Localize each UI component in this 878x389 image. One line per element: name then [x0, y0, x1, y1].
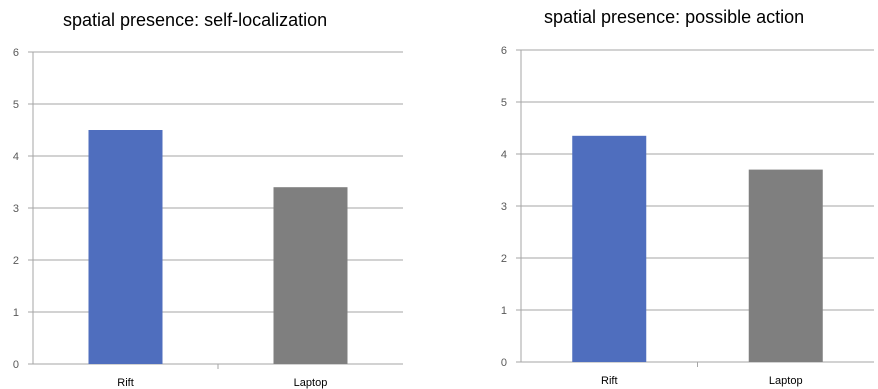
y-tick-label: 6 — [501, 45, 507, 57]
y-tick-label: 2 — [13, 255, 19, 267]
y-tick-label: 5 — [501, 97, 507, 109]
y-tick-label: 0 — [13, 359, 19, 371]
chart-title: spatial presence: possible action — [544, 7, 805, 27]
chart-plot: 0 1 2 3 4 5 6 Rift Laptop — [501, 45, 874, 387]
x-category-label: Laptop — [294, 377, 328, 389]
chart-plot: 0 1 2 3 4 5 6 Rift Laptop — [13, 47, 403, 389]
bar-laptop — [273, 187, 348, 364]
bar-rift — [88, 130, 163, 364]
y-tick-label: 1 — [13, 307, 19, 319]
bar-laptop — [748, 169, 823, 362]
y-tick-label: 2 — [501, 253, 507, 265]
y-tick-label: 5 — [13, 99, 19, 111]
chart-panel-possible-action: spatial presence: possible action 0 1 2 3 4 5… — [470, 0, 878, 389]
chart-panel-self-localization: spatial presence: self-localization 0 1 2 3… — [0, 0, 420, 389]
x-category-label: Rift — [601, 375, 618, 387]
x-category-label: Laptop — [769, 375, 803, 387]
bar-rift — [572, 135, 647, 362]
y-tick-label: 0 — [501, 357, 507, 369]
y-tick-label: 3 — [13, 203, 19, 215]
x-category-label: Rift — [117, 377, 134, 389]
y-tick-label: 4 — [501, 149, 507, 161]
chart-title: spatial presence: self-localization — [63, 10, 328, 30]
y-tick-label: 6 — [13, 47, 19, 59]
y-tick-label: 4 — [13, 151, 19, 163]
y-tick-label: 1 — [501, 305, 507, 317]
y-tick-label: 3 — [501, 201, 507, 213]
